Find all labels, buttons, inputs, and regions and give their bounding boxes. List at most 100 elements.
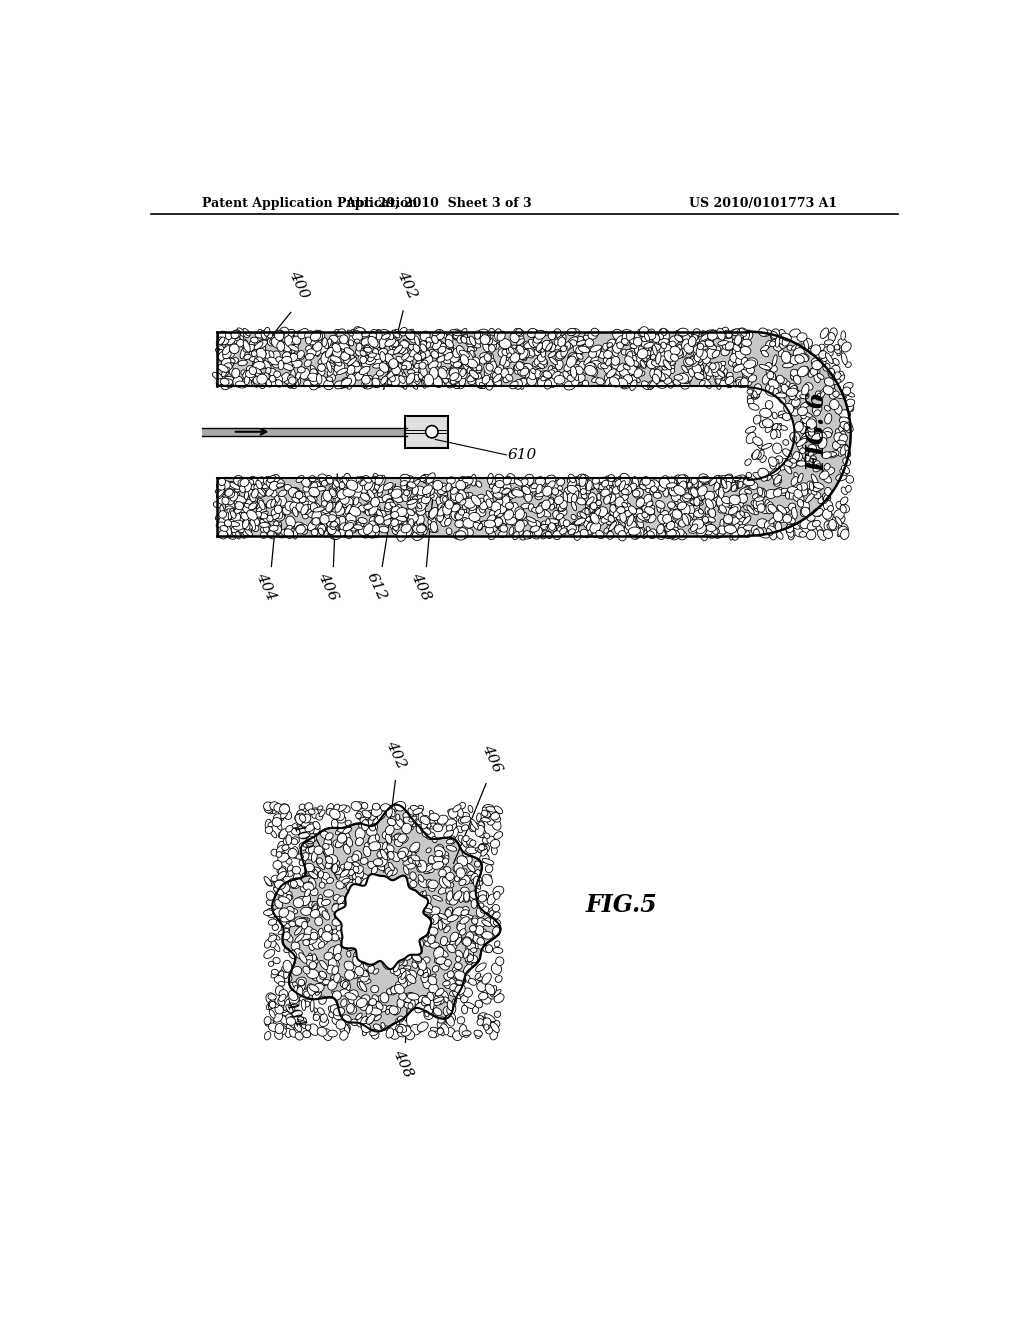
Ellipse shape [812,433,822,444]
Ellipse shape [730,482,738,487]
Ellipse shape [818,437,827,449]
Ellipse shape [749,375,757,381]
Ellipse shape [466,847,477,854]
Ellipse shape [311,929,319,939]
Ellipse shape [579,346,590,352]
Ellipse shape [322,932,332,941]
Ellipse shape [474,861,480,867]
Ellipse shape [278,853,289,862]
Ellipse shape [304,991,310,998]
Ellipse shape [307,337,313,342]
Ellipse shape [231,523,241,533]
Ellipse shape [475,870,481,879]
Ellipse shape [231,512,241,523]
Ellipse shape [811,474,818,484]
Ellipse shape [512,490,524,498]
Ellipse shape [822,451,831,458]
Ellipse shape [604,477,611,483]
Ellipse shape [802,507,810,516]
Ellipse shape [723,480,732,491]
Ellipse shape [252,360,262,368]
Ellipse shape [596,500,601,506]
Ellipse shape [401,348,408,355]
Ellipse shape [422,997,431,1005]
Ellipse shape [698,487,708,495]
Ellipse shape [447,970,455,978]
Ellipse shape [255,511,261,517]
Ellipse shape [339,911,346,917]
Ellipse shape [813,486,823,491]
Ellipse shape [782,440,788,445]
Ellipse shape [243,528,252,536]
Ellipse shape [453,970,461,978]
Ellipse shape [837,348,842,356]
Ellipse shape [398,1024,407,1032]
Ellipse shape [451,944,457,949]
Ellipse shape [453,907,464,916]
Ellipse shape [286,935,293,942]
Ellipse shape [241,348,246,359]
Ellipse shape [702,523,712,528]
Ellipse shape [233,508,243,516]
Ellipse shape [261,504,266,510]
Ellipse shape [391,884,398,891]
Ellipse shape [403,866,409,875]
Ellipse shape [299,859,305,866]
Ellipse shape [432,335,438,343]
Ellipse shape [369,521,379,531]
Ellipse shape [326,354,332,362]
Ellipse shape [657,503,664,512]
Ellipse shape [801,433,809,441]
Ellipse shape [770,329,779,339]
Ellipse shape [438,857,446,867]
Ellipse shape [476,917,486,928]
Ellipse shape [274,372,283,381]
Ellipse shape [665,533,671,539]
Ellipse shape [413,486,418,495]
Ellipse shape [264,940,271,948]
Ellipse shape [497,504,507,513]
Ellipse shape [334,359,342,366]
Ellipse shape [443,867,451,874]
Ellipse shape [319,529,329,536]
Ellipse shape [837,441,846,445]
Ellipse shape [254,483,261,490]
Ellipse shape [279,896,290,903]
Ellipse shape [521,367,529,376]
Ellipse shape [309,824,321,834]
Ellipse shape [269,940,276,948]
Ellipse shape [375,511,382,519]
Ellipse shape [250,477,258,484]
Ellipse shape [617,483,629,491]
Ellipse shape [611,364,616,372]
Ellipse shape [538,363,545,368]
Ellipse shape [589,352,598,363]
Ellipse shape [273,525,282,533]
Ellipse shape [293,1015,302,1022]
Ellipse shape [475,846,487,851]
Ellipse shape [227,345,238,354]
Ellipse shape [655,334,659,341]
Ellipse shape [275,513,285,521]
Ellipse shape [273,814,284,822]
Ellipse shape [227,532,237,540]
Ellipse shape [535,330,546,339]
Ellipse shape [412,962,418,969]
Ellipse shape [543,342,552,351]
Ellipse shape [368,878,376,886]
Ellipse shape [459,879,466,886]
Ellipse shape [488,532,496,540]
Ellipse shape [581,484,591,491]
Ellipse shape [318,997,327,1005]
Ellipse shape [592,378,599,383]
Ellipse shape [496,499,503,506]
Ellipse shape [811,345,821,355]
Ellipse shape [585,477,590,483]
Ellipse shape [809,445,819,454]
Ellipse shape [550,498,554,503]
Ellipse shape [385,896,392,904]
Ellipse shape [275,875,282,882]
Ellipse shape [538,379,547,387]
Ellipse shape [835,347,841,354]
Ellipse shape [352,483,362,492]
